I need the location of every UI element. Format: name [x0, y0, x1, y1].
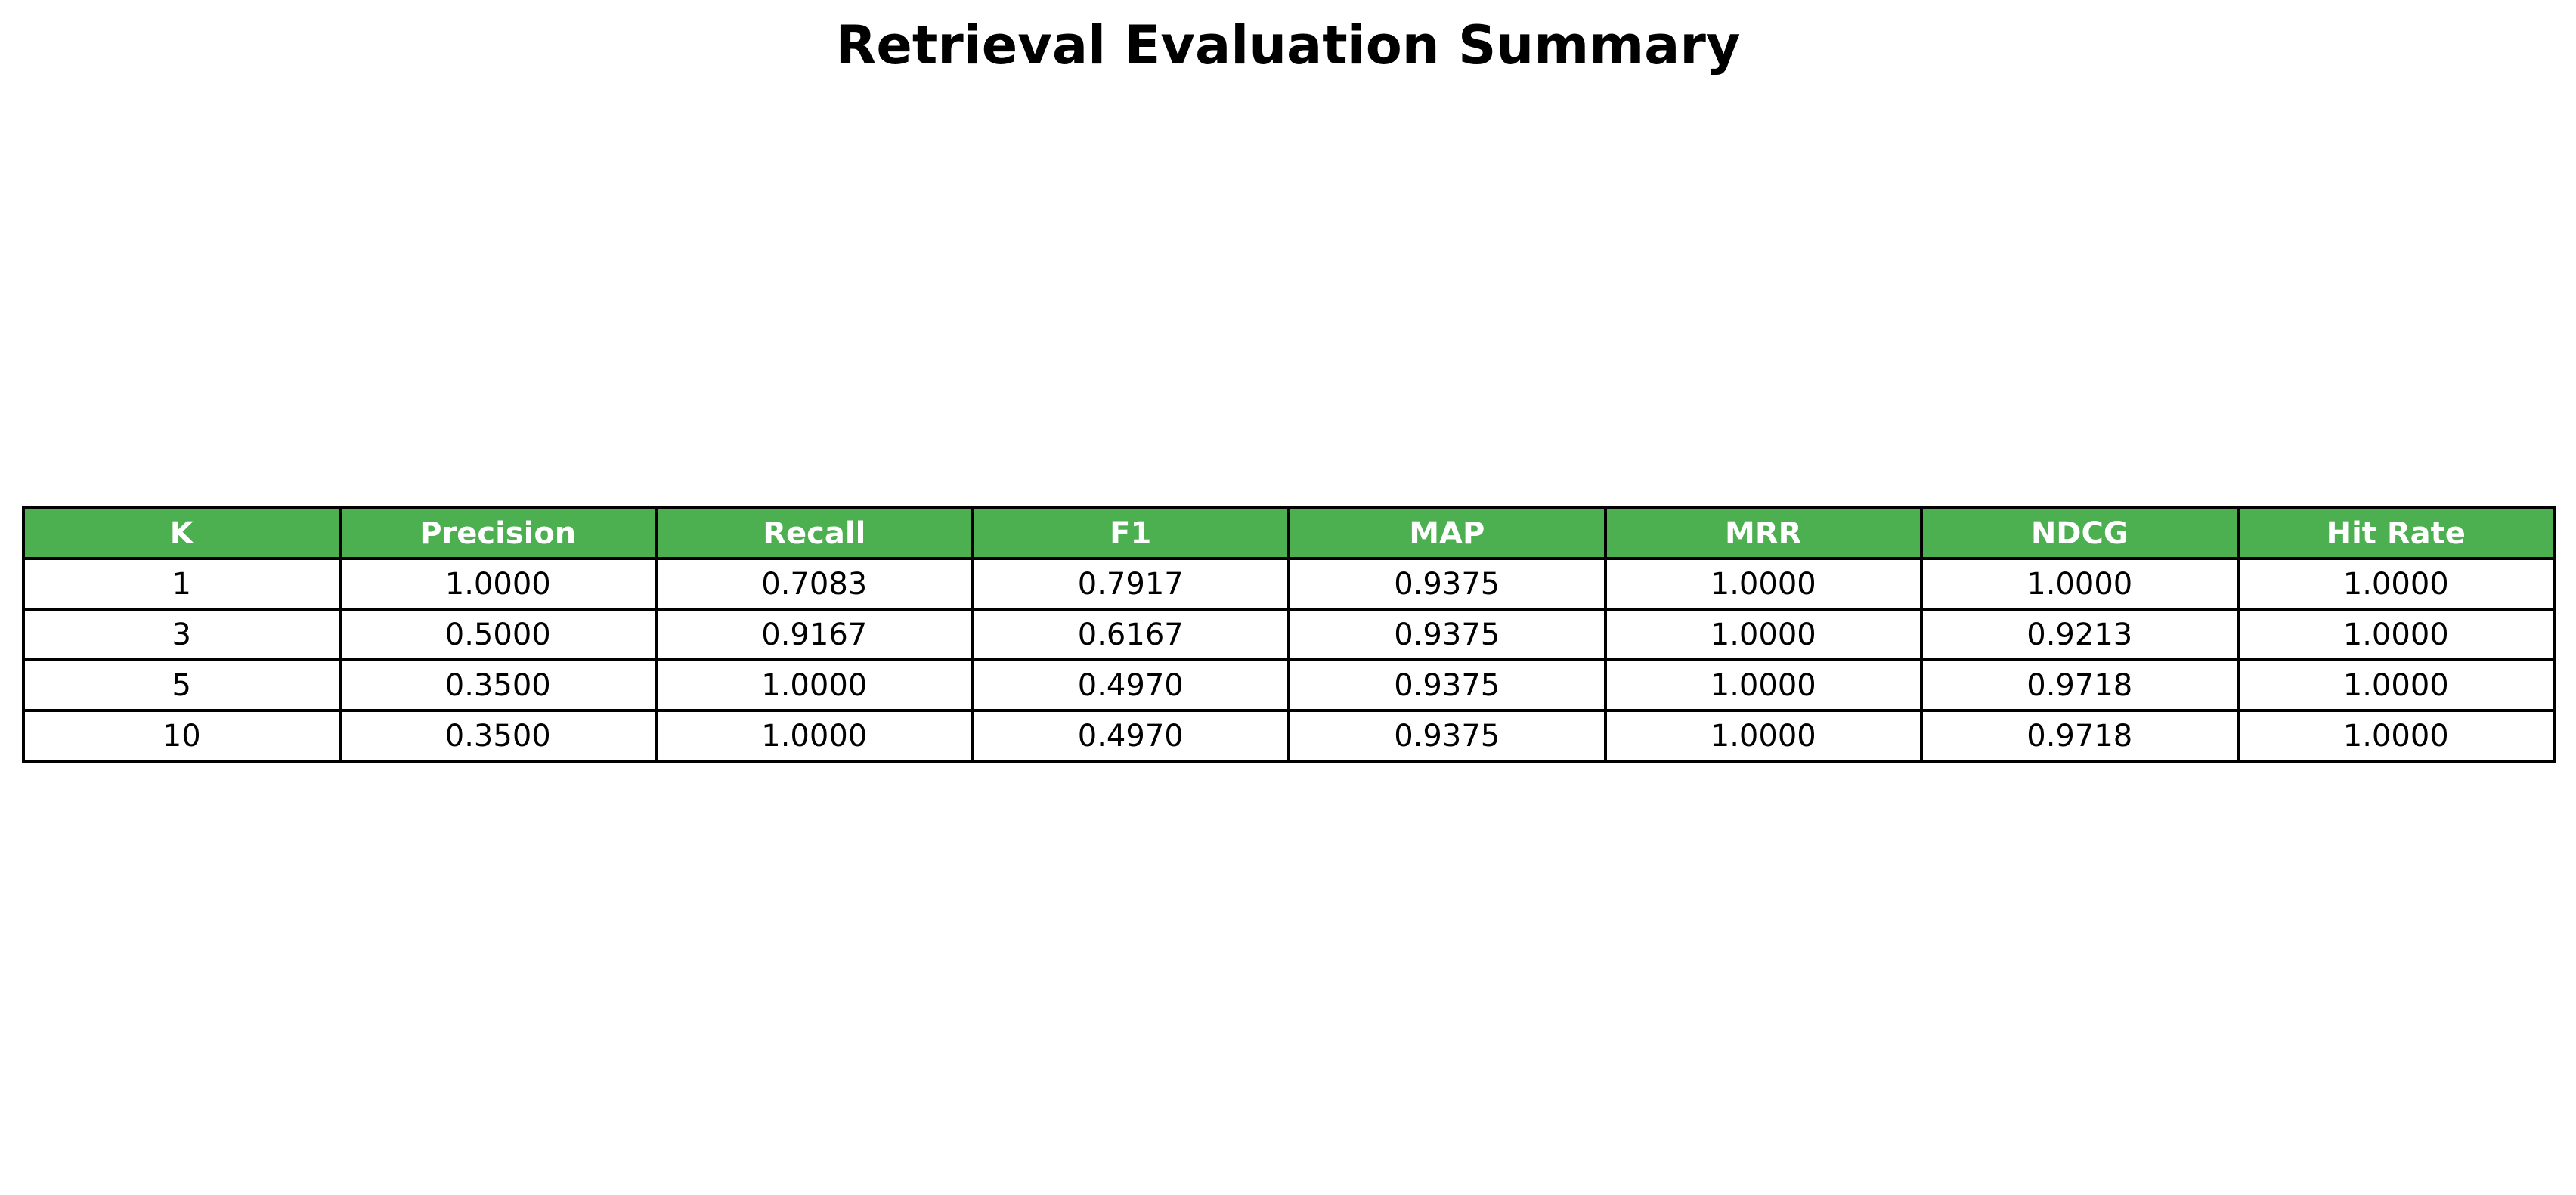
table-cell-precision: 0.3500: [338, 658, 658, 712]
table-cell-f1: 0.4970: [971, 709, 1290, 763]
table-row: 10 0.3500 1.0000 0.4970 0.9375 1.0000 0.…: [22, 709, 2556, 763]
table-cell-k: 1: [22, 557, 342, 611]
table-cell-f1: 0.4970: [971, 658, 1290, 712]
table-cell-mrr: 1.0000: [1603, 608, 1923, 661]
table-cell-recall: 1.0000: [655, 709, 974, 763]
table-cell-mrr: 1.0000: [1603, 658, 1923, 712]
table-cell-f1: 0.6167: [971, 608, 1290, 661]
table-cell-ndcg: 0.9213: [1920, 608, 2240, 661]
table-cell-hit-rate: 1.0000: [2236, 709, 2556, 763]
table-cell-k: 3: [22, 608, 342, 661]
table-cell-recall: 0.7083: [655, 557, 974, 611]
table-header-row: K Precision Recall F1 MAP MRR NDCG Hit R…: [22, 506, 2556, 560]
results-table: K Precision Recall F1 MAP MRR NDCG Hit R…: [22, 506, 2556, 763]
column-header-k: K: [22, 506, 342, 560]
table-cell-f1: 0.7917: [971, 557, 1290, 611]
column-header-ndcg: NDCG: [1920, 506, 2240, 560]
table-cell-ndcg: 1.0000: [1920, 557, 2240, 611]
table-cell-precision: 0.5000: [338, 608, 658, 661]
column-header-recall: Recall: [655, 506, 974, 560]
table-row: 1 1.0000 0.7083 0.7917 0.9375 1.0000 1.0…: [22, 557, 2556, 611]
column-header-hit-rate: Hit Rate: [2236, 506, 2556, 560]
table-cell-ndcg: 0.9718: [1920, 709, 2240, 763]
table-cell-k: 5: [22, 658, 342, 712]
table-cell-hit-rate: 1.0000: [2236, 658, 2556, 712]
table-cell-map: 0.9375: [1287, 709, 1607, 763]
table-cell-precision: 0.3500: [338, 709, 658, 763]
table-cell-mrr: 1.0000: [1603, 709, 1923, 763]
column-header-f1: F1: [971, 506, 1290, 560]
table-cell-recall: 0.9167: [655, 608, 974, 661]
table-cell-hit-rate: 1.0000: [2236, 557, 2556, 611]
table-row: 5 0.3500 1.0000 0.4970 0.9375 1.0000 0.9…: [22, 658, 2556, 712]
column-header-mrr: MRR: [1603, 506, 1923, 560]
table-cell-ndcg: 0.9718: [1920, 658, 2240, 712]
table-cell-map: 0.9375: [1287, 608, 1607, 661]
table-row: 3 0.5000 0.9167 0.6167 0.9375 1.0000 0.9…: [22, 608, 2556, 661]
table-cell-hit-rate: 1.0000: [2236, 608, 2556, 661]
chart-title: Retrieval Evaluation Summary: [835, 14, 1741, 76]
column-header-map: MAP: [1287, 506, 1607, 560]
table-cell-k: 10: [22, 709, 342, 763]
table-cell-map: 0.9375: [1287, 658, 1607, 712]
table-cell-map: 0.9375: [1287, 557, 1607, 611]
table-cell-precision: 1.0000: [338, 557, 658, 611]
table-cell-recall: 1.0000: [655, 658, 974, 712]
column-header-precision: Precision: [338, 506, 658, 560]
table-cell-mrr: 1.0000: [1603, 557, 1923, 611]
